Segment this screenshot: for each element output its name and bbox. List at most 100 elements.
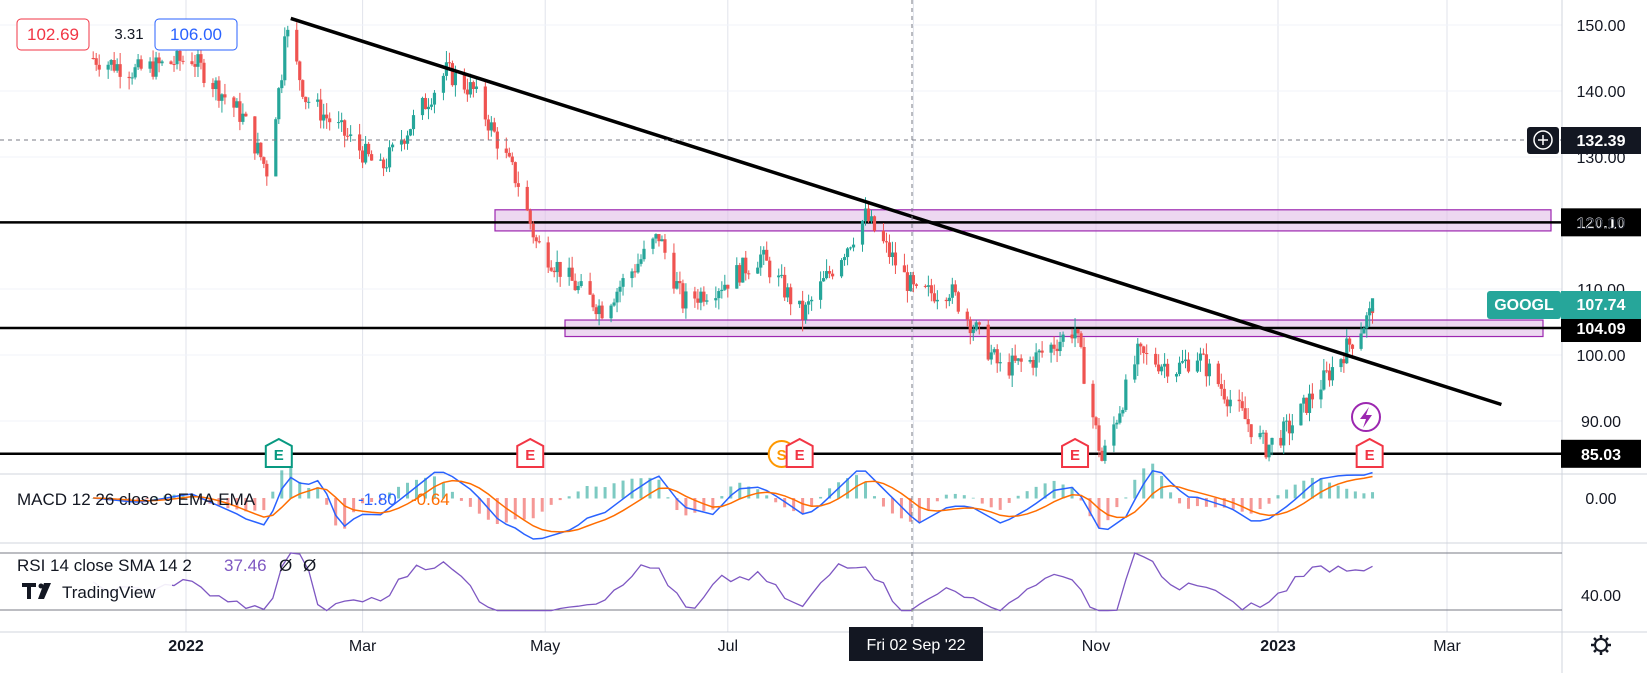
- candle-body: [316, 99, 320, 102]
- candle-body: [830, 273, 835, 277]
- candle-body: [1058, 341, 1062, 352]
- candle-body: [1350, 344, 1355, 349]
- macd-axis-tick: 0.00: [1585, 491, 1616, 508]
- macd-histogram-bar: [217, 498, 221, 507]
- candle-body: [1261, 432, 1265, 434]
- time-axis[interactable]: 2022 Mar May Jul Nov 2023 Mar: [168, 638, 1461, 655]
- macd-legend: MACD 12 26 close 9 EMA EMA -1.80 -0.64: [17, 490, 450, 509]
- candle-body: [298, 61, 302, 81]
- ohlc-header: 102.69 3.31 106.00: [16, 18, 238, 51]
- candle-body: [1287, 420, 1292, 434]
- candle-body: [1279, 437, 1283, 446]
- candle-body: [492, 122, 496, 132]
- candle-body: [576, 285, 580, 291]
- earnings-event-marker: [264, 437, 293, 468]
- candle-body: [845, 248, 850, 258]
- candle-body: [1133, 364, 1137, 380]
- open-price-label: 102.69: [27, 25, 79, 44]
- candle-body: [399, 140, 404, 145]
- macd-histogram-bar: [738, 482, 742, 499]
- candle-body: [842, 257, 847, 261]
- candle-body: [151, 61, 155, 77]
- macd-histogram-bar: [316, 487, 320, 499]
- candle-body: [97, 64, 101, 70]
- candle-body: [1305, 397, 1309, 413]
- macd-histogram-bar: [459, 498, 463, 501]
- macd-histogram-bar: [576, 491, 580, 499]
- candle-body: [381, 159, 386, 169]
- candle-body: [361, 150, 365, 163]
- macd-histogram-bar: [531, 498, 535, 519]
- candle-body: [160, 61, 164, 64]
- candle-body: [1154, 353, 1158, 365]
- candle-body: [1103, 445, 1107, 461]
- candle-body: [199, 54, 203, 63]
- candle-body: [1180, 361, 1185, 363]
- candle-body: [364, 143, 368, 163]
- candle-body: [1339, 359, 1343, 368]
- candle-body: [241, 113, 245, 122]
- macd-histogram-bar: [199, 498, 203, 500]
- candle-body: [115, 64, 119, 71]
- macd-histogram-bar: [1178, 498, 1182, 504]
- candle-body: [717, 291, 721, 299]
- candle-body: [193, 64, 197, 67]
- resistance-zones: [494, 209, 1552, 338]
- candle-body: [1267, 444, 1271, 458]
- candle-body: [1028, 359, 1032, 362]
- macd-histogram-bar: [1025, 491, 1029, 499]
- macd-histogram-bar: [325, 498, 329, 505]
- candle-body: [1016, 358, 1020, 361]
- macd-histogram-bar: [648, 477, 652, 499]
- candle-body: [992, 349, 996, 353]
- gear-icon[interactable]: [1591, 635, 1611, 655]
- macd-histogram-bar: [603, 487, 607, 499]
- macd-histogram-bar: [1310, 477, 1314, 499]
- candle-body: [594, 307, 598, 315]
- candle-body: [486, 119, 490, 131]
- candle-body: [1299, 403, 1303, 426]
- candle-body: [244, 113, 248, 117]
- macd-histogram-bar: [1079, 498, 1083, 501]
- candle-body: [411, 115, 416, 130]
- candle-body: [956, 292, 960, 312]
- candle-body: [579, 281, 583, 286]
- candle-body: [546, 242, 550, 268]
- crosshair-price-marker[interactable]: 132.39: [1527, 127, 1641, 154]
- candle-body: [420, 97, 425, 116]
- macd-histogram-bar: [729, 486, 733, 499]
- candle-body: [1365, 315, 1369, 329]
- candle-body: [893, 252, 898, 266]
- candle-body: [253, 116, 257, 154]
- candle-body: [220, 94, 224, 101]
- macd-histogram-bar: [675, 498, 679, 511]
- trendline[interactable]: [290, 16, 1502, 407]
- candle-body: [94, 58, 98, 65]
- price-tick-label: 140.00: [1577, 84, 1626, 101]
- earnings-event-marker: [1061, 437, 1090, 468]
- candle-body: [1207, 363, 1211, 377]
- lightning-icon[interactable]: [1351, 402, 1381, 432]
- candle-body: [573, 280, 577, 291]
- macd-histogram-bar: [1106, 498, 1110, 521]
- plus-circle-icon[interactable]: [1533, 130, 1553, 150]
- price-axis[interactable]: 150.00140.00130.00120.00110.00100.0090.0…: [1577, 18, 1626, 431]
- rsi-value: 37.46: [224, 556, 267, 575]
- macd-histogram-bar: [379, 498, 383, 502]
- candle-body: [462, 72, 466, 90]
- candlestick-series: [91, 22, 1375, 464]
- macd-histogram-bar: [361, 498, 365, 504]
- macd-histogram-bar: [1249, 498, 1253, 514]
- candle-body: [1237, 399, 1241, 402]
- candle-body: [798, 300, 802, 305]
- candle-body: [1186, 359, 1191, 372]
- candle-body: [998, 362, 1002, 364]
- candle-body: [908, 275, 913, 291]
- candle-body: [977, 322, 981, 325]
- candle-body: [678, 281, 682, 284]
- level-label-bg: [1561, 208, 1641, 237]
- candle-body: [651, 238, 655, 249]
- candle-body: [552, 270, 556, 273]
- candle-body: [378, 159, 383, 161]
